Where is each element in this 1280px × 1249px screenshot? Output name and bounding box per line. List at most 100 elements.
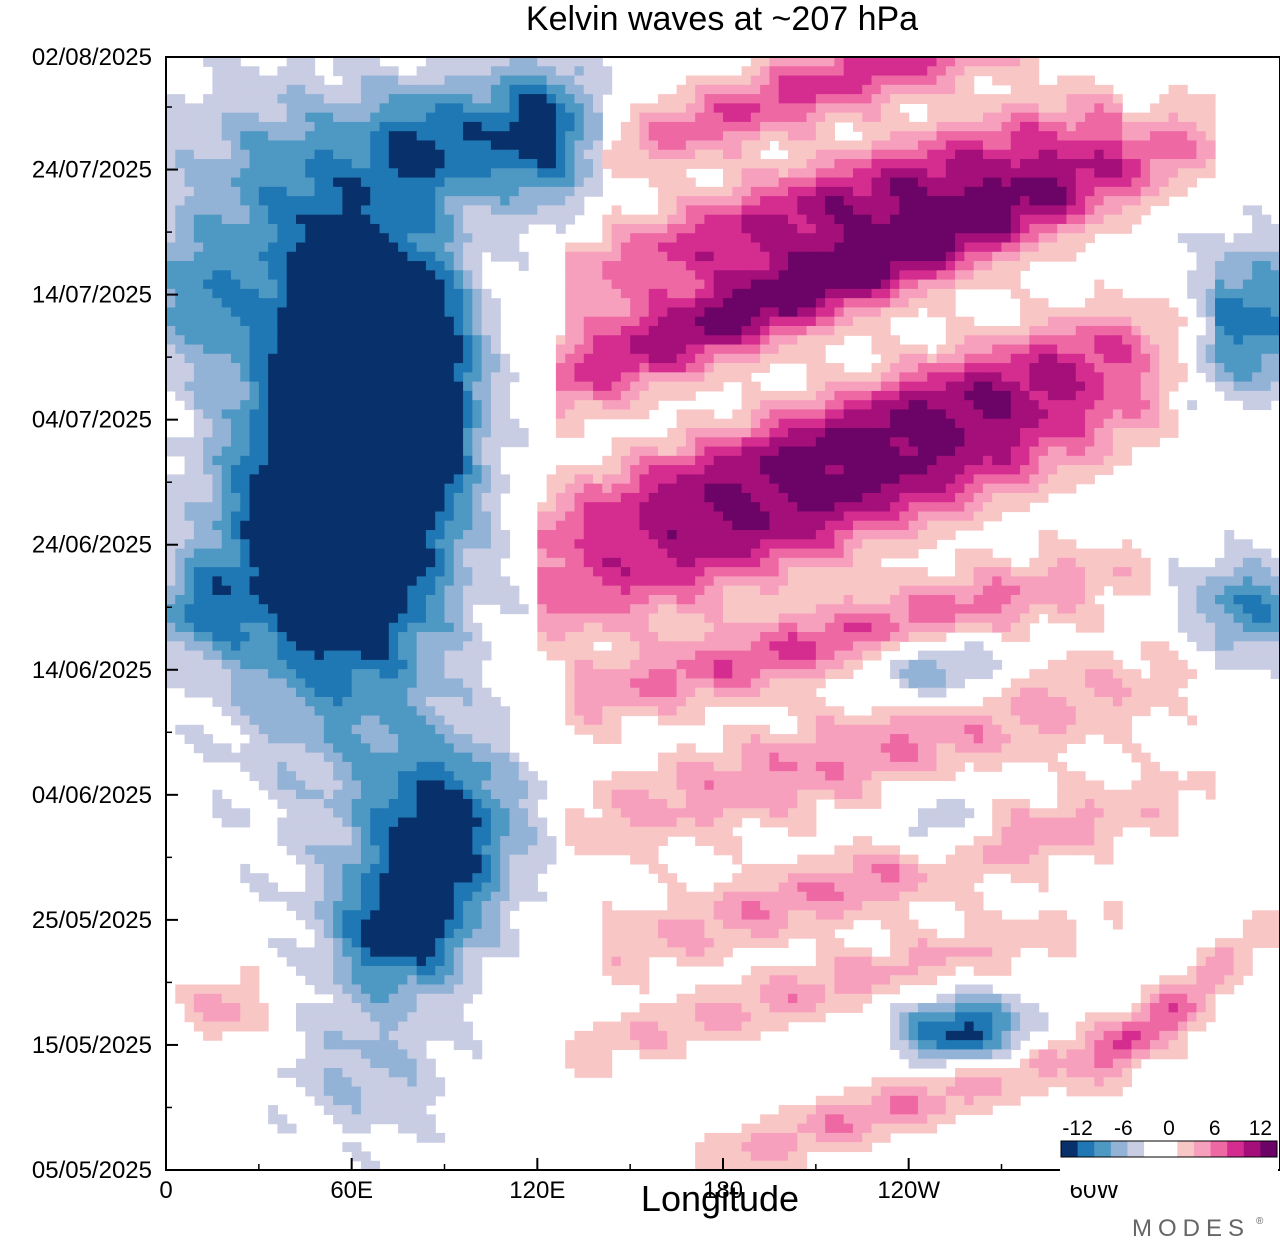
heatmap-cell xyxy=(555,428,566,438)
heatmap-cell xyxy=(797,66,808,77)
heatmap-cell xyxy=(750,261,761,271)
heatmap-cell xyxy=(880,84,891,95)
heatmap-cell xyxy=(1057,177,1068,188)
heatmap-cell xyxy=(973,233,984,244)
heatmap-cell xyxy=(834,66,845,77)
heatmap-cell xyxy=(927,214,938,225)
heatmap-cell xyxy=(435,307,446,318)
heatmap-cell xyxy=(342,372,353,383)
heatmap-cell xyxy=(787,511,798,522)
heatmap-cell xyxy=(574,353,585,364)
heatmap-cell xyxy=(1001,363,1012,373)
heatmap-cell xyxy=(955,446,965,457)
heatmap-cell xyxy=(1029,353,1040,364)
heatmap-cell xyxy=(917,84,928,95)
heatmap-cell xyxy=(945,511,956,522)
heatmap-cell xyxy=(398,168,408,179)
heatmap-cell xyxy=(676,483,687,494)
heatmap-cell xyxy=(648,279,659,290)
heatmap-cell xyxy=(732,511,743,522)
heatmap-cell xyxy=(305,270,316,281)
heatmap-cell xyxy=(1159,149,1170,160)
heatmap-cell xyxy=(230,390,241,401)
heatmap-cell xyxy=(713,372,724,383)
heatmap-cell xyxy=(203,223,214,234)
heatmap-cell xyxy=(704,270,715,281)
heatmap-cell xyxy=(407,159,418,169)
heatmap-cell xyxy=(277,205,288,216)
heatmap-cell xyxy=(880,242,891,253)
heatmap-cell xyxy=(240,344,251,355)
heatmap-cell xyxy=(203,196,214,207)
heatmap-cell xyxy=(323,121,334,132)
heatmap-cell xyxy=(741,502,752,513)
heatmap-cell xyxy=(1112,335,1123,346)
heatmap-cell xyxy=(166,149,176,160)
heatmap-cell xyxy=(268,325,278,336)
heatmap-cell xyxy=(333,335,343,346)
heatmap-cell xyxy=(685,465,696,475)
heatmap-cell xyxy=(1233,251,1244,262)
heatmap-cell xyxy=(1103,390,1114,401)
heatmap-cell xyxy=(704,84,715,95)
heatmap-cell xyxy=(305,325,316,336)
heatmap-cell xyxy=(1020,121,1030,132)
heatmap-cell xyxy=(1010,251,1021,262)
heatmap-cell xyxy=(806,223,817,234)
heatmap-cell xyxy=(166,520,176,531)
heatmap-cell xyxy=(351,465,362,475)
heatmap-cell xyxy=(258,390,269,401)
heatmap-cell xyxy=(221,418,232,429)
heatmap-cell xyxy=(713,492,724,503)
heatmap-cell xyxy=(1057,214,1068,225)
heatmap-cell xyxy=(416,492,427,503)
heatmap-cell xyxy=(927,455,938,466)
heatmap-cell xyxy=(1261,298,1272,309)
heatmap-cell xyxy=(1205,159,1216,169)
heatmap-cell xyxy=(1057,149,1068,160)
heatmap-cell xyxy=(1020,57,1030,67)
heatmap-cell xyxy=(852,121,863,132)
heatmap-cell xyxy=(695,492,706,503)
heatmap-cell xyxy=(472,214,483,225)
heatmap-cell xyxy=(639,511,650,522)
heatmap-cell xyxy=(685,242,696,253)
heatmap-cell xyxy=(1066,84,1077,95)
heatmap-cell xyxy=(463,307,473,318)
heatmap-cell xyxy=(620,214,631,225)
heatmap-cell xyxy=(555,214,566,225)
heatmap-cell xyxy=(1020,242,1030,253)
heatmap-cell xyxy=(890,428,900,438)
heatmap-cell xyxy=(982,205,993,216)
heatmap-cell xyxy=(500,223,511,234)
heatmap-cell xyxy=(908,242,919,253)
heatmap-cell xyxy=(537,94,548,104)
heatmap-cell xyxy=(1057,335,1068,346)
heatmap-cell xyxy=(193,372,204,383)
heatmap-cell xyxy=(732,418,743,429)
heatmap-cell xyxy=(193,177,204,188)
heatmap-cell xyxy=(203,112,214,123)
heatmap-cell xyxy=(574,307,585,318)
heatmap-cell xyxy=(268,112,278,123)
heatmap-cell xyxy=(314,75,325,86)
heatmap-cell xyxy=(927,288,938,299)
heatmap-cell xyxy=(695,418,706,429)
heatmap-cell xyxy=(899,474,910,485)
heatmap-cell xyxy=(370,242,381,253)
heatmap-cell xyxy=(750,140,761,151)
heatmap-cell xyxy=(175,205,186,216)
heatmap-cell xyxy=(453,325,464,336)
heatmap-cell xyxy=(787,121,798,132)
heatmap-cell xyxy=(862,502,873,513)
heatmap-cell xyxy=(184,149,195,160)
heatmap-cell xyxy=(249,242,260,253)
heatmap-cell xyxy=(630,372,641,383)
heatmap-cell xyxy=(555,465,566,475)
heatmap-cell xyxy=(333,112,343,123)
heatmap-cell xyxy=(1112,214,1123,225)
heatmap-cell xyxy=(277,261,288,271)
heatmap-cell xyxy=(1261,316,1272,327)
heatmap-cell xyxy=(277,520,288,531)
heatmap-cell xyxy=(658,121,668,132)
